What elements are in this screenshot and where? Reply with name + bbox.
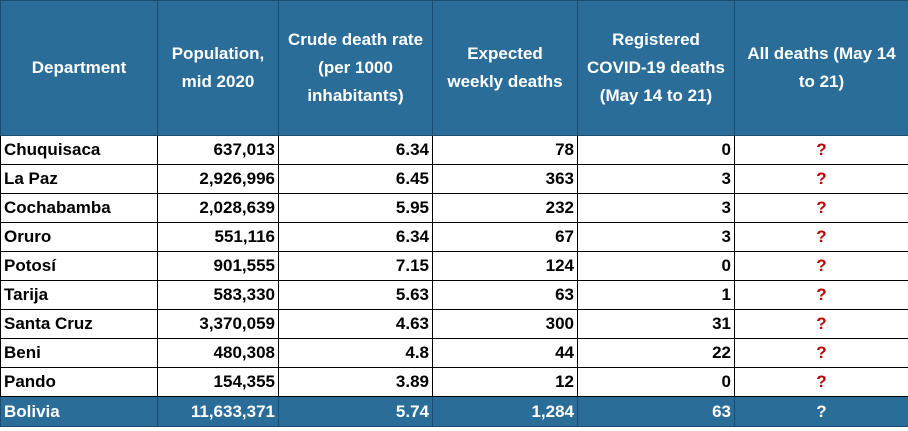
expected-deaths-cell: 124 — [432, 251, 578, 281]
covid-deaths-cell: 3 — [577, 222, 735, 252]
department-cell: La Paz — [0, 164, 158, 194]
table-row: La Paz 2,926,996 6.45 363 3 ? — [0, 164, 908, 194]
table-row: Pando 154,355 3.89 12 0 ? — [0, 367, 908, 397]
all-deaths-cell: ? — [734, 222, 908, 252]
table-row: Oruro 551,116 6.34 67 3 ? — [0, 222, 908, 252]
death-rate-cell: 3.89 — [278, 367, 433, 397]
population-cell: 154,355 — [157, 367, 279, 397]
expected-deaths-cell: 12 — [432, 367, 578, 397]
total-covid-deaths-cell: 63 — [577, 396, 735, 427]
covid-deaths-cell: 1 — [577, 280, 735, 310]
all-deaths-cell: ? — [734, 135, 908, 165]
expected-deaths-cell: 363 — [432, 164, 578, 194]
population-cell: 2,028,639 — [157, 193, 279, 223]
header-covid-deaths: Registered COVID-19 deaths (May 14 to 21… — [577, 0, 735, 136]
population-cell: 637,013 — [157, 135, 279, 165]
population-cell: 551,116 — [157, 222, 279, 252]
death-rate-cell: 5.63 — [278, 280, 433, 310]
covid-deaths-cell: 0 — [577, 135, 735, 165]
death-rate-cell: 5.95 — [278, 193, 433, 223]
header-all-deaths: All deaths (May 14 to 21) — [734, 0, 908, 136]
header-row: Department Population, mid 2020 Crude de… — [0, 0, 908, 136]
expected-deaths-cell: 78 — [432, 135, 578, 165]
department-cell: Pando — [0, 367, 158, 397]
department-cell: Chuquisaca — [0, 135, 158, 165]
death-rate-cell: 6.34 — [278, 135, 433, 165]
department-cell: Santa Cruz — [0, 309, 158, 339]
total-department-cell: Bolivia — [0, 396, 158, 427]
all-deaths-cell: ? — [734, 193, 908, 223]
table-row: Potosí 901,555 7.15 124 0 ? — [0, 251, 908, 281]
header-death-rate: Crude death rate (per 1000 inhabitants) — [278, 0, 433, 136]
total-population-cell: 11,633,371 — [157, 396, 279, 427]
all-deaths-cell: ? — [734, 164, 908, 194]
all-deaths-cell: ? — [734, 367, 908, 397]
all-deaths-cell: ? — [734, 338, 908, 368]
all-deaths-cell: ? — [734, 280, 908, 310]
department-cell: Beni — [0, 338, 158, 368]
table-row: Santa Cruz 3,370,059 4.63 300 31 ? — [0, 309, 908, 339]
table-row: Cochabamba 2,028,639 5.95 232 3 ? — [0, 193, 908, 223]
covid-deaths-cell: 0 — [577, 367, 735, 397]
death-rate-cell: 7.15 — [278, 251, 433, 281]
table-row: Chuquisaca 637,013 6.34 78 0 ? — [0, 135, 908, 165]
covid-deaths-cell: 22 — [577, 338, 735, 368]
expected-deaths-cell: 300 — [432, 309, 578, 339]
population-cell: 583,330 — [157, 280, 279, 310]
department-cell: Cochabamba — [0, 193, 158, 223]
header-expected-deaths: Expected weekly deaths — [432, 0, 578, 136]
department-cell: Oruro — [0, 222, 158, 252]
expected-deaths-cell: 44 — [432, 338, 578, 368]
header-department: Department — [0, 0, 158, 136]
table-row: Beni 480,308 4.8 44 22 ? — [0, 338, 908, 368]
expected-deaths-cell: 67 — [432, 222, 578, 252]
header-population: Population, mid 2020 — [157, 0, 279, 136]
department-cell: Tarija — [0, 280, 158, 310]
total-row: Bolivia 11,633,371 5.74 1,284 63 ? — [0, 396, 908, 427]
death-rate-cell: 6.34 — [278, 222, 433, 252]
population-cell: 2,926,996 — [157, 164, 279, 194]
death-rate-cell: 4.63 — [278, 309, 433, 339]
department-cell: Potosí — [0, 251, 158, 281]
death-rate-cell: 4.8 — [278, 338, 433, 368]
population-cell: 901,555 — [157, 251, 279, 281]
total-death-rate-cell: 5.74 — [278, 396, 433, 427]
population-cell: 480,308 — [157, 338, 279, 368]
covid-deaths-cell: 31 — [577, 309, 735, 339]
covid-deaths-cell: 3 — [577, 193, 735, 223]
all-deaths-cell: ? — [734, 309, 908, 339]
total-all-deaths-cell: ? — [734, 396, 908, 427]
all-deaths-cell: ? — [734, 251, 908, 281]
death-rate-cell: 6.45 — [278, 164, 433, 194]
expected-deaths-cell: 63 — [432, 280, 578, 310]
population-cell: 3,370,059 — [157, 309, 279, 339]
covid-deaths-cell: 3 — [577, 164, 735, 194]
covid-deaths-cell: 0 — [577, 251, 735, 281]
total-expected-deaths-cell: 1,284 — [432, 396, 578, 427]
expected-deaths-cell: 232 — [432, 193, 578, 223]
table-row: Tarija 583,330 5.63 63 1 ? — [0, 280, 908, 310]
